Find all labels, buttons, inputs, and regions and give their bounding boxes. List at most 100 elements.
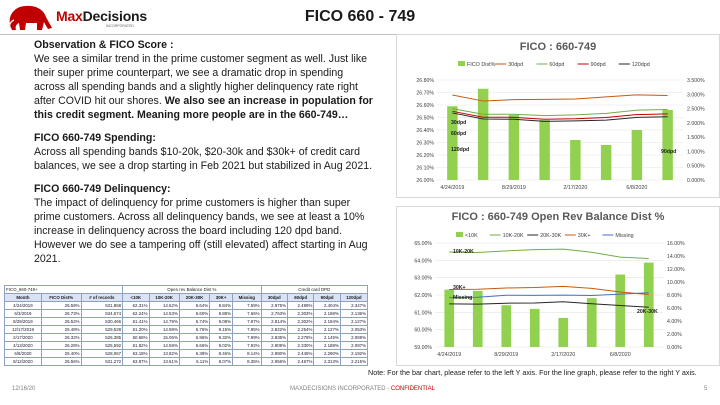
y2-tick-label: 6.00% bbox=[667, 306, 682, 312]
table-body: 4/24/2019 26.59% 531,868 62.31% 14.62% 6.64% 8… bbox=[4, 301, 369, 366]
table-cell: 7.59% bbox=[232, 301, 262, 310]
table-cell: 8/29/2019 bbox=[4, 317, 42, 326]
brand-subtitle: INCORPORATED bbox=[106, 24, 134, 28]
table-cell: 2.814% bbox=[260, 317, 289, 326]
table-cell: 7.92% bbox=[232, 341, 262, 350]
y2-tick-label: 0.000% bbox=[687, 178, 705, 184]
y2-tick-label: 14.00% bbox=[667, 254, 685, 260]
table-cell: 6.96% bbox=[178, 333, 211, 342]
table-cell: 2.290% bbox=[313, 349, 341, 358]
data-label: 90dpd bbox=[661, 149, 676, 155]
legend-label: 120dpd bbox=[632, 62, 650, 68]
series-line bbox=[452, 110, 668, 120]
y-tick-label: 26.70% bbox=[416, 91, 434, 97]
x-tick-label: 6/8/2020 bbox=[610, 352, 631, 358]
bar bbox=[501, 305, 512, 347]
y-tick-label: 26.10% bbox=[416, 166, 434, 172]
series-line bbox=[452, 112, 668, 122]
series-line bbox=[449, 248, 649, 260]
y2-tick-label: 1.000% bbox=[687, 149, 705, 155]
table-cell: 9.08% bbox=[209, 317, 234, 326]
bar bbox=[662, 110, 673, 180]
table-row: 12/17/2019 26.48% 529,528 61.20% 14.98% 6.76%… bbox=[4, 325, 369, 334]
table-cell: 6.66% bbox=[178, 341, 211, 350]
chart2-svg: 59.00% 60.00% 61.00% 62.00% 63.00% 64.00% 65.0… bbox=[414, 232, 685, 358]
footer-company: MAXDECISIONS INCORPORATED - CONFIDENTIAL bbox=[290, 386, 435, 392]
footer-page: 5 bbox=[704, 386, 708, 392]
brand-name: MaxDecisions bbox=[56, 8, 147, 24]
table-cell: 2.980% bbox=[260, 349, 289, 358]
table-cell: 2.499% bbox=[286, 301, 315, 310]
table-cell: 14.98% bbox=[148, 325, 180, 334]
y-tick-label: 59.00% bbox=[414, 345, 432, 351]
delq-heading: FICO 660-749 Delinquency: bbox=[34, 183, 171, 195]
table-cell: 26.32% bbox=[40, 333, 82, 342]
table-cell: 2.136% bbox=[339, 309, 369, 318]
table-cell: 26.59% bbox=[40, 301, 82, 310]
table-cell: 2.069% bbox=[339, 333, 369, 342]
table-cell: 26.28% bbox=[40, 341, 82, 350]
table-cell: 2.835% bbox=[260, 333, 289, 342]
table-cell: 2.145% bbox=[313, 333, 341, 342]
table-col-header: <10K bbox=[122, 293, 150, 302]
table-cell: 9.02% bbox=[209, 341, 234, 350]
table-cell: 14.79% bbox=[148, 317, 180, 326]
legend-swatch bbox=[458, 61, 465, 66]
table-cell: 8.84% bbox=[209, 301, 234, 310]
bar bbox=[600, 145, 612, 180]
legend-label: 10K-20K bbox=[503, 233, 524, 239]
x-tick-label: 4/24/2019 bbox=[440, 185, 464, 191]
table-cell: 2.188% bbox=[313, 341, 341, 350]
table-col-header: # of records bbox=[80, 293, 124, 302]
fico-dist-chart: FICO : 660-749 26.00% 26.10% 26.20% 26.30% 2… bbox=[396, 34, 720, 198]
table-cell: 13.82% bbox=[148, 349, 180, 358]
slide-title: FICO 660 - 749 bbox=[304, 8, 416, 25]
data-label: 10K-20K bbox=[453, 249, 474, 255]
mammoth-logo-icon bbox=[8, 5, 52, 30]
y2-tick-label: 2.000% bbox=[687, 121, 705, 127]
data-label: 60dpd bbox=[451, 131, 466, 137]
table-cell: 531,868 bbox=[80, 301, 124, 310]
table-cell: 62.31% bbox=[122, 301, 150, 310]
table-cell: 2.254% bbox=[286, 325, 315, 334]
y2-tick-label: 0.00% bbox=[667, 345, 682, 351]
table-cell: 2.404% bbox=[313, 301, 341, 310]
table-cell: 526,385 bbox=[80, 333, 124, 342]
table-row: 2/17/2020 26.32% 526,385 60.68% 15.06% 6.96% 9… bbox=[4, 333, 369, 342]
table-cell: 7.66% bbox=[232, 309, 262, 318]
x-tick-label: 2/17/2020 bbox=[563, 185, 587, 191]
table-cell: 2.278% bbox=[286, 333, 315, 342]
table-cell: 2.467% bbox=[286, 357, 315, 366]
table-cell: 6/3/2019 bbox=[4, 309, 42, 318]
table-col-header: 120dpd bbox=[339, 293, 369, 302]
bar bbox=[586, 298, 597, 347]
bar bbox=[508, 115, 520, 180]
x-tick-label: 8/29/2019 bbox=[502, 185, 526, 191]
y-tick-label: 26.30% bbox=[416, 141, 434, 147]
bar bbox=[570, 140, 581, 180]
table-cell: 8.14% bbox=[232, 349, 262, 358]
table-cell: 534,574 bbox=[80, 309, 124, 318]
table-cell: 2.192% bbox=[339, 349, 369, 358]
x-tick-label: 2/17/2020 bbox=[551, 352, 575, 358]
table-cell: 6.64% bbox=[178, 301, 211, 310]
table-cell: 6.39% bbox=[178, 349, 211, 358]
table-cell: 8/12/2020 bbox=[4, 357, 42, 366]
table-cell: 2.303% bbox=[286, 309, 315, 318]
group-balance-dist: Open rev Balance Dist % bbox=[122, 285, 262, 294]
y-tick-label: 64.00% bbox=[414, 258, 432, 264]
bar bbox=[539, 120, 550, 180]
spend-paragraph: Across all spending bands $10-20k, $20-3… bbox=[34, 146, 373, 172]
obs-heading: Observation & FICO Score : bbox=[34, 39, 174, 51]
table-row: 6/8/2020 26.40% 528,067 63.18% 13.82% 6.39% 8.… bbox=[4, 349, 369, 358]
table-cell: 8.35% bbox=[232, 357, 262, 366]
observation-text: Observation & FICO Score : We see a simi… bbox=[34, 38, 374, 275]
table-cell: 60.68% bbox=[122, 333, 150, 342]
table-cell: 26.52% bbox=[40, 317, 82, 326]
table-cell: 61.82% bbox=[122, 341, 150, 350]
table-header-row: Month FICO Dist% # of records <10K 10K-20K 20… bbox=[4, 293, 369, 302]
table-row: 8/29/2019 26.52% 530,466 61.41% 14.79% 6.74% 9… bbox=[4, 317, 369, 326]
table-cell: 529,528 bbox=[80, 325, 124, 334]
table-cell: 2.445% bbox=[286, 349, 315, 358]
y-tick-label: 26.40% bbox=[416, 128, 434, 134]
